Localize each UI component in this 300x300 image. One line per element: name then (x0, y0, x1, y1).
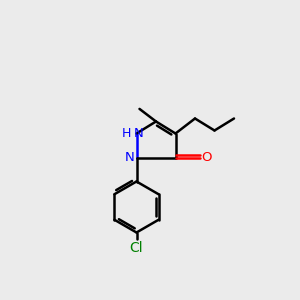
Text: O: O (201, 151, 211, 164)
Text: Cl: Cl (130, 241, 143, 254)
Text: N: N (125, 151, 135, 164)
Text: H: H (122, 127, 132, 140)
Text: N: N (134, 127, 143, 140)
